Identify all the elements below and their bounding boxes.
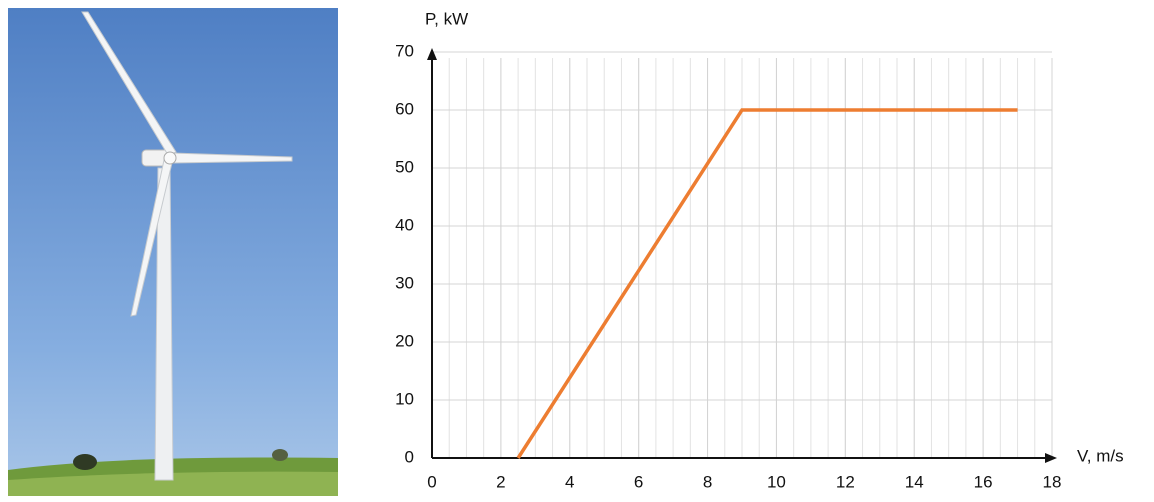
x-tick-label: 14 bbox=[905, 472, 924, 491]
x-axis-arrow bbox=[1045, 453, 1057, 463]
x-tick-label: 4 bbox=[565, 472, 574, 491]
turbine-photo bbox=[8, 8, 338, 496]
y-tick-label: 0 bbox=[405, 447, 414, 466]
hub bbox=[163, 151, 177, 165]
line bbox=[516, 108, 1018, 459]
x-tick-label: 2 bbox=[496, 472, 505, 491]
sky bbox=[8, 8, 338, 496]
y-tick-label: 10 bbox=[395, 389, 414, 408]
tree bbox=[272, 449, 288, 461]
x-tick-label: 12 bbox=[836, 472, 855, 491]
y-tick-label: 30 bbox=[395, 273, 414, 292]
y-tick-label: 40 bbox=[395, 215, 414, 234]
x-tick-label: 10 bbox=[767, 472, 786, 491]
x-tick-label: 18 bbox=[1043, 472, 1062, 491]
y-axis-arrow bbox=[427, 48, 437, 60]
y-tick-label: 60 bbox=[395, 99, 414, 118]
grass-front bbox=[8, 471, 338, 496]
y-tick-label: 50 bbox=[395, 157, 414, 176]
y-tick-label: 70 bbox=[395, 41, 414, 60]
tree bbox=[73, 454, 97, 470]
x-tick-label: 16 bbox=[974, 472, 993, 491]
chart: P, kW V, m/s 0 10 20 30 40 50 60 70 0 2 4 6 8 10 12 14 1… bbox=[395, 9, 1124, 491]
x-tick-label: 0 bbox=[427, 472, 436, 491]
y-tick-label: 20 bbox=[395, 331, 414, 350]
x-tick-label: 6 bbox=[634, 472, 643, 491]
x-axis-label: V, m/s bbox=[1077, 446, 1124, 465]
y-axis-label: P, kW bbox=[425, 9, 468, 28]
x-tick-label: 8 bbox=[703, 472, 712, 491]
